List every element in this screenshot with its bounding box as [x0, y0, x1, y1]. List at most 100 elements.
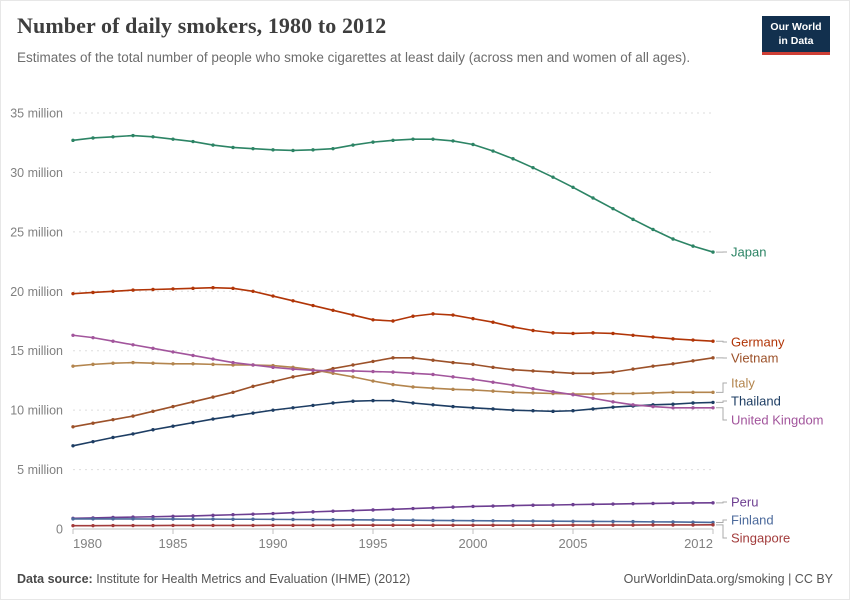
series-vietnam[interactable]: Vietnam — [71, 351, 778, 429]
data-point[interactable] — [211, 362, 215, 367]
data-point[interactable] — [651, 520, 655, 524]
data-point[interactable] — [431, 518, 435, 523]
data-point[interactable] — [191, 139, 195, 144]
data-point[interactable] — [371, 508, 375, 512]
data-point[interactable] — [311, 148, 315, 152]
data-point[interactable] — [311, 303, 315, 308]
data-point[interactable] — [351, 313, 355, 317]
data-point[interactable] — [631, 523, 635, 527]
data-point[interactable] — [511, 519, 515, 523]
data-point[interactable] — [171, 523, 175, 528]
data-point[interactable] — [351, 363, 355, 367]
data-point[interactable] — [471, 504, 475, 509]
data-point[interactable] — [611, 523, 615, 527]
data-point[interactable] — [291, 299, 295, 303]
data-point[interactable] — [611, 502, 615, 506]
data-point[interactable] — [451, 518, 455, 523]
data-point[interactable] — [591, 502, 595, 506]
data-point[interactable] — [191, 517, 195, 521]
data-point[interactable] — [251, 384, 255, 389]
data-point[interactable] — [691, 406, 695, 410]
data-point[interactable] — [71, 333, 75, 337]
data-point[interactable] — [571, 392, 575, 397]
data-point[interactable] — [211, 395, 215, 399]
data-point[interactable] — [571, 185, 575, 189]
data-point[interactable] — [191, 420, 195, 425]
data-point[interactable] — [451, 523, 455, 527]
data-point[interactable] — [711, 356, 715, 360]
data-point[interactable] — [231, 390, 235, 395]
data-point[interactable] — [231, 523, 235, 528]
data-point[interactable] — [131, 517, 135, 521]
data-point[interactable] — [431, 523, 435, 527]
data-point[interactable] — [591, 407, 595, 411]
data-point[interactable] — [391, 138, 395, 143]
data-point[interactable] — [171, 137, 175, 141]
data-point[interactable] — [371, 398, 375, 403]
data-point[interactable] — [191, 362, 195, 366]
data-point[interactable] — [691, 501, 695, 505]
data-point[interactable] — [111, 361, 115, 365]
data-point[interactable] — [371, 369, 375, 374]
data-point[interactable] — [651, 391, 655, 395]
data-point[interactable] — [191, 353, 195, 358]
data-point[interactable] — [411, 385, 415, 389]
data-point[interactable] — [451, 313, 455, 317]
data-point[interactable] — [611, 405, 615, 409]
series-germany[interactable]: Germany — [71, 286, 785, 350]
data-point[interactable] — [231, 360, 235, 365]
data-point[interactable] — [171, 362, 175, 366]
series-label[interactable]: United Kingdom — [731, 413, 824, 428]
data-point[interactable] — [711, 250, 715, 254]
data-point[interactable] — [671, 406, 675, 410]
data-point[interactable] — [531, 523, 535, 527]
data-point[interactable] — [291, 367, 295, 371]
data-point[interactable] — [591, 196, 595, 200]
data-point[interactable] — [491, 519, 495, 523]
data-point[interactable] — [571, 371, 575, 375]
data-point[interactable] — [671, 402, 675, 406]
data-point[interactable] — [411, 506, 415, 511]
data-point[interactable] — [611, 400, 615, 404]
data-point[interactable] — [551, 390, 555, 394]
data-point[interactable] — [471, 316, 475, 321]
data-point[interactable] — [71, 523, 75, 528]
data-point[interactable] — [411, 523, 415, 527]
data-point[interactable] — [151, 361, 155, 365]
series-italy[interactable]: Italy — [71, 360, 755, 396]
data-point[interactable] — [91, 517, 95, 521]
data-point[interactable] — [711, 400, 715, 405]
data-point[interactable] — [251, 411, 255, 415]
data-point[interactable] — [451, 139, 455, 143]
series-line[interactable] — [72, 357, 714, 428]
data-point[interactable] — [611, 391, 615, 396]
series-peru[interactable]: Peru — [71, 495, 758, 521]
data-point[interactable] — [111, 435, 115, 440]
data-point[interactable] — [331, 401, 335, 405]
data-point[interactable] — [631, 519, 635, 524]
data-point[interactable] — [111, 523, 115, 528]
data-point[interactable] — [631, 403, 635, 407]
data-point[interactable] — [251, 146, 255, 151]
data-point[interactable] — [91, 335, 95, 340]
data-point[interactable] — [531, 369, 535, 373]
data-point[interactable] — [531, 165, 535, 170]
data-point[interactable] — [511, 390, 515, 395]
data-point[interactable] — [231, 363, 235, 367]
data-point[interactable] — [651, 227, 655, 232]
data-point[interactable] — [711, 501, 715, 505]
data-point[interactable] — [711, 523, 715, 527]
data-point[interactable] — [211, 417, 215, 421]
data-point[interactable] — [671, 390, 675, 395]
data-point[interactable] — [691, 244, 695, 248]
data-point[interactable] — [371, 523, 375, 527]
data-point[interactable] — [631, 367, 635, 371]
data-point[interactable] — [191, 286, 195, 291]
data-point[interactable] — [131, 288, 135, 292]
data-point[interactable] — [471, 406, 475, 410]
data-point[interactable] — [631, 501, 635, 506]
data-point[interactable] — [491, 380, 495, 384]
data-point[interactable] — [511, 383, 515, 387]
data-point[interactable] — [671, 362, 675, 366]
data-point[interactable] — [411, 314, 415, 318]
